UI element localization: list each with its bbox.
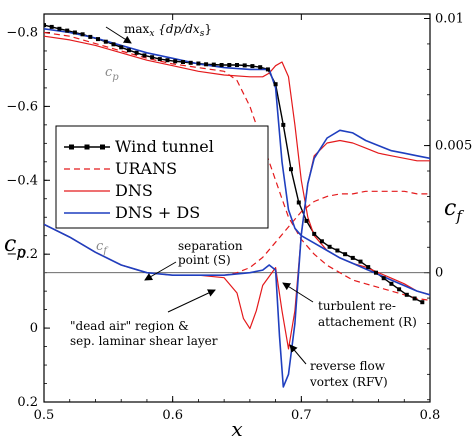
series-urans-cp xyxy=(44,31,430,301)
wind-tunnel-point xyxy=(126,48,131,53)
wind-tunnel-point xyxy=(350,255,355,260)
wind-tunnel-point xyxy=(219,63,224,67)
svg-text:maxx {dp/dxs}: maxx {dp/dxs} xyxy=(124,22,212,39)
cf-tick-label: 0 xyxy=(435,266,443,281)
cf-curve-label: cf xyxy=(96,239,109,257)
legend-entry-wind-tunnel: Wind tunnel xyxy=(64,137,214,156)
series-dns-ds-cf xyxy=(44,129,430,388)
cf-tick-label: 0.01 xyxy=(435,12,464,27)
wind-tunnel-point xyxy=(150,55,155,60)
wind-tunnel-point xyxy=(211,62,216,67)
wind-tunnel-point xyxy=(96,37,100,42)
wind-tunnel-point xyxy=(304,218,309,223)
wind-tunnel-point xyxy=(242,63,247,68)
wind-tunnel-point xyxy=(404,292,409,297)
wind-tunnel-point xyxy=(227,63,232,67)
svg-text:vortex (RFV): vortex (RFV) xyxy=(309,375,388,389)
left-axis-label: cp xyxy=(4,232,26,261)
wind-tunnel-point xyxy=(250,64,255,69)
wind-tunnel-point xyxy=(335,248,340,253)
cp-tick-label: −0.8 xyxy=(6,25,38,40)
wind-tunnel-point xyxy=(389,281,394,286)
cp-tick-label: 0.2 xyxy=(17,395,38,410)
wind-tunnel-point xyxy=(204,62,209,67)
svg-text:"dead air" region &: "dead air" region & xyxy=(70,319,189,333)
wind-tunnel-point xyxy=(196,61,201,66)
wind-tunnel-point xyxy=(358,259,363,264)
wind-tunnel-point xyxy=(374,270,378,275)
x-tick-label: 0.5 xyxy=(34,408,55,423)
wind-tunnel-point xyxy=(72,30,77,35)
wind-tunnel-point xyxy=(420,300,425,305)
axis-ticks: 0.5 0.6 0.7 0.8 0.2 0 −0.2 −0.4 −0.6 −0.8 0 0.005 0.… xyxy=(6,12,472,423)
svg-text:attachement (R): attachement (R) xyxy=(318,315,417,329)
wind-tunnel-point xyxy=(289,167,293,172)
cp-curve-label: cp xyxy=(105,65,119,83)
wind-tunnel-point xyxy=(111,42,116,47)
legend-entry-dns: DNS xyxy=(64,181,153,200)
wind-tunnel-point xyxy=(188,60,193,65)
wind-tunnel-point xyxy=(327,244,332,249)
legend-entry-urans: URANS xyxy=(64,159,177,178)
plot-frame xyxy=(43,13,431,403)
wind-tunnel-point xyxy=(88,34,93,39)
wind-tunnel-point xyxy=(235,63,239,67)
x-tick-label: 0.6 xyxy=(162,408,183,423)
cf-tick-label: 0.005 xyxy=(435,139,472,154)
cp-tick-label: −0.4 xyxy=(6,173,38,188)
annotation-dead-air: "dead air" region & sep. laminar shear l… xyxy=(70,289,218,348)
series-urans-cf xyxy=(44,190,430,276)
x-tick-label: 0.7 xyxy=(291,408,312,423)
wind-tunnel-point xyxy=(57,26,62,31)
cp-tick-label: −0.2 xyxy=(6,247,38,262)
wind-tunnel-point xyxy=(165,58,170,63)
wind-tunnel-point xyxy=(281,122,286,127)
svg-text:separation: separation xyxy=(178,239,243,253)
wind-tunnel-point xyxy=(296,200,301,205)
wind-tunnel-point xyxy=(103,39,108,44)
legend-entry-dns-ds: DNS + DS xyxy=(64,203,200,222)
legend-label-dns: DNS xyxy=(115,181,153,200)
x-axis-label: x xyxy=(231,417,242,441)
cp-tick-label: 0 xyxy=(30,321,38,336)
annotation-separation-point: separation point (S) xyxy=(144,239,243,281)
annotation-reverse-flow: reverse flow vortex (RFV) xyxy=(289,344,388,389)
svg-text:point (S): point (S) xyxy=(178,253,231,267)
legend-label-wind-tunnel: Wind tunnel xyxy=(115,137,214,156)
legend-label-urans: URANS xyxy=(115,159,177,178)
wind-tunnel-point xyxy=(265,67,270,72)
legend-box xyxy=(55,125,269,229)
right-axis-label: cf xyxy=(444,196,464,225)
wind-tunnel-point xyxy=(119,45,124,50)
series-markers xyxy=(44,23,425,305)
annotation-reattachment: turbulent re- attachement (R) xyxy=(282,282,417,329)
wind-tunnel-point xyxy=(412,296,417,301)
wind-tunnel-point xyxy=(319,239,324,244)
legend-label-dns-ds: DNS + DS xyxy=(115,203,200,222)
svg-text:reverse flow: reverse flow xyxy=(310,359,386,373)
wind-tunnel-point xyxy=(80,32,85,37)
annotation-max-dpdx: maxx {dp/dxs} xyxy=(105,22,212,44)
wind-tunnel-point xyxy=(258,65,263,70)
wind-tunnel-point xyxy=(381,276,386,281)
wind-tunnel-point xyxy=(343,252,348,257)
wind-tunnel-point xyxy=(173,59,178,64)
wind-tunnel-point xyxy=(273,82,278,87)
wind-tunnel-point xyxy=(44,23,46,28)
wind-tunnel-point xyxy=(366,265,371,270)
legend: Wind tunnel URANS DNS DNS + DS xyxy=(55,125,269,229)
svg-text:turbulent re-: turbulent re- xyxy=(318,299,396,313)
wind-tunnel-point xyxy=(397,287,402,292)
wind-tunnel-point xyxy=(134,50,139,55)
wind-tunnel-point xyxy=(49,24,54,29)
cp-tick-label: −0.6 xyxy=(6,99,38,114)
wind-tunnel-point xyxy=(157,57,162,62)
wind-tunnel-point xyxy=(181,60,185,64)
wind-tunnel-point xyxy=(142,53,147,58)
x-tick-label: 0.8 xyxy=(420,408,441,423)
wind-tunnel-point xyxy=(65,28,70,33)
wind-tunnel-point xyxy=(312,231,317,236)
svg-text:sep. laminar shear layer: sep. laminar shear layer xyxy=(70,334,218,348)
